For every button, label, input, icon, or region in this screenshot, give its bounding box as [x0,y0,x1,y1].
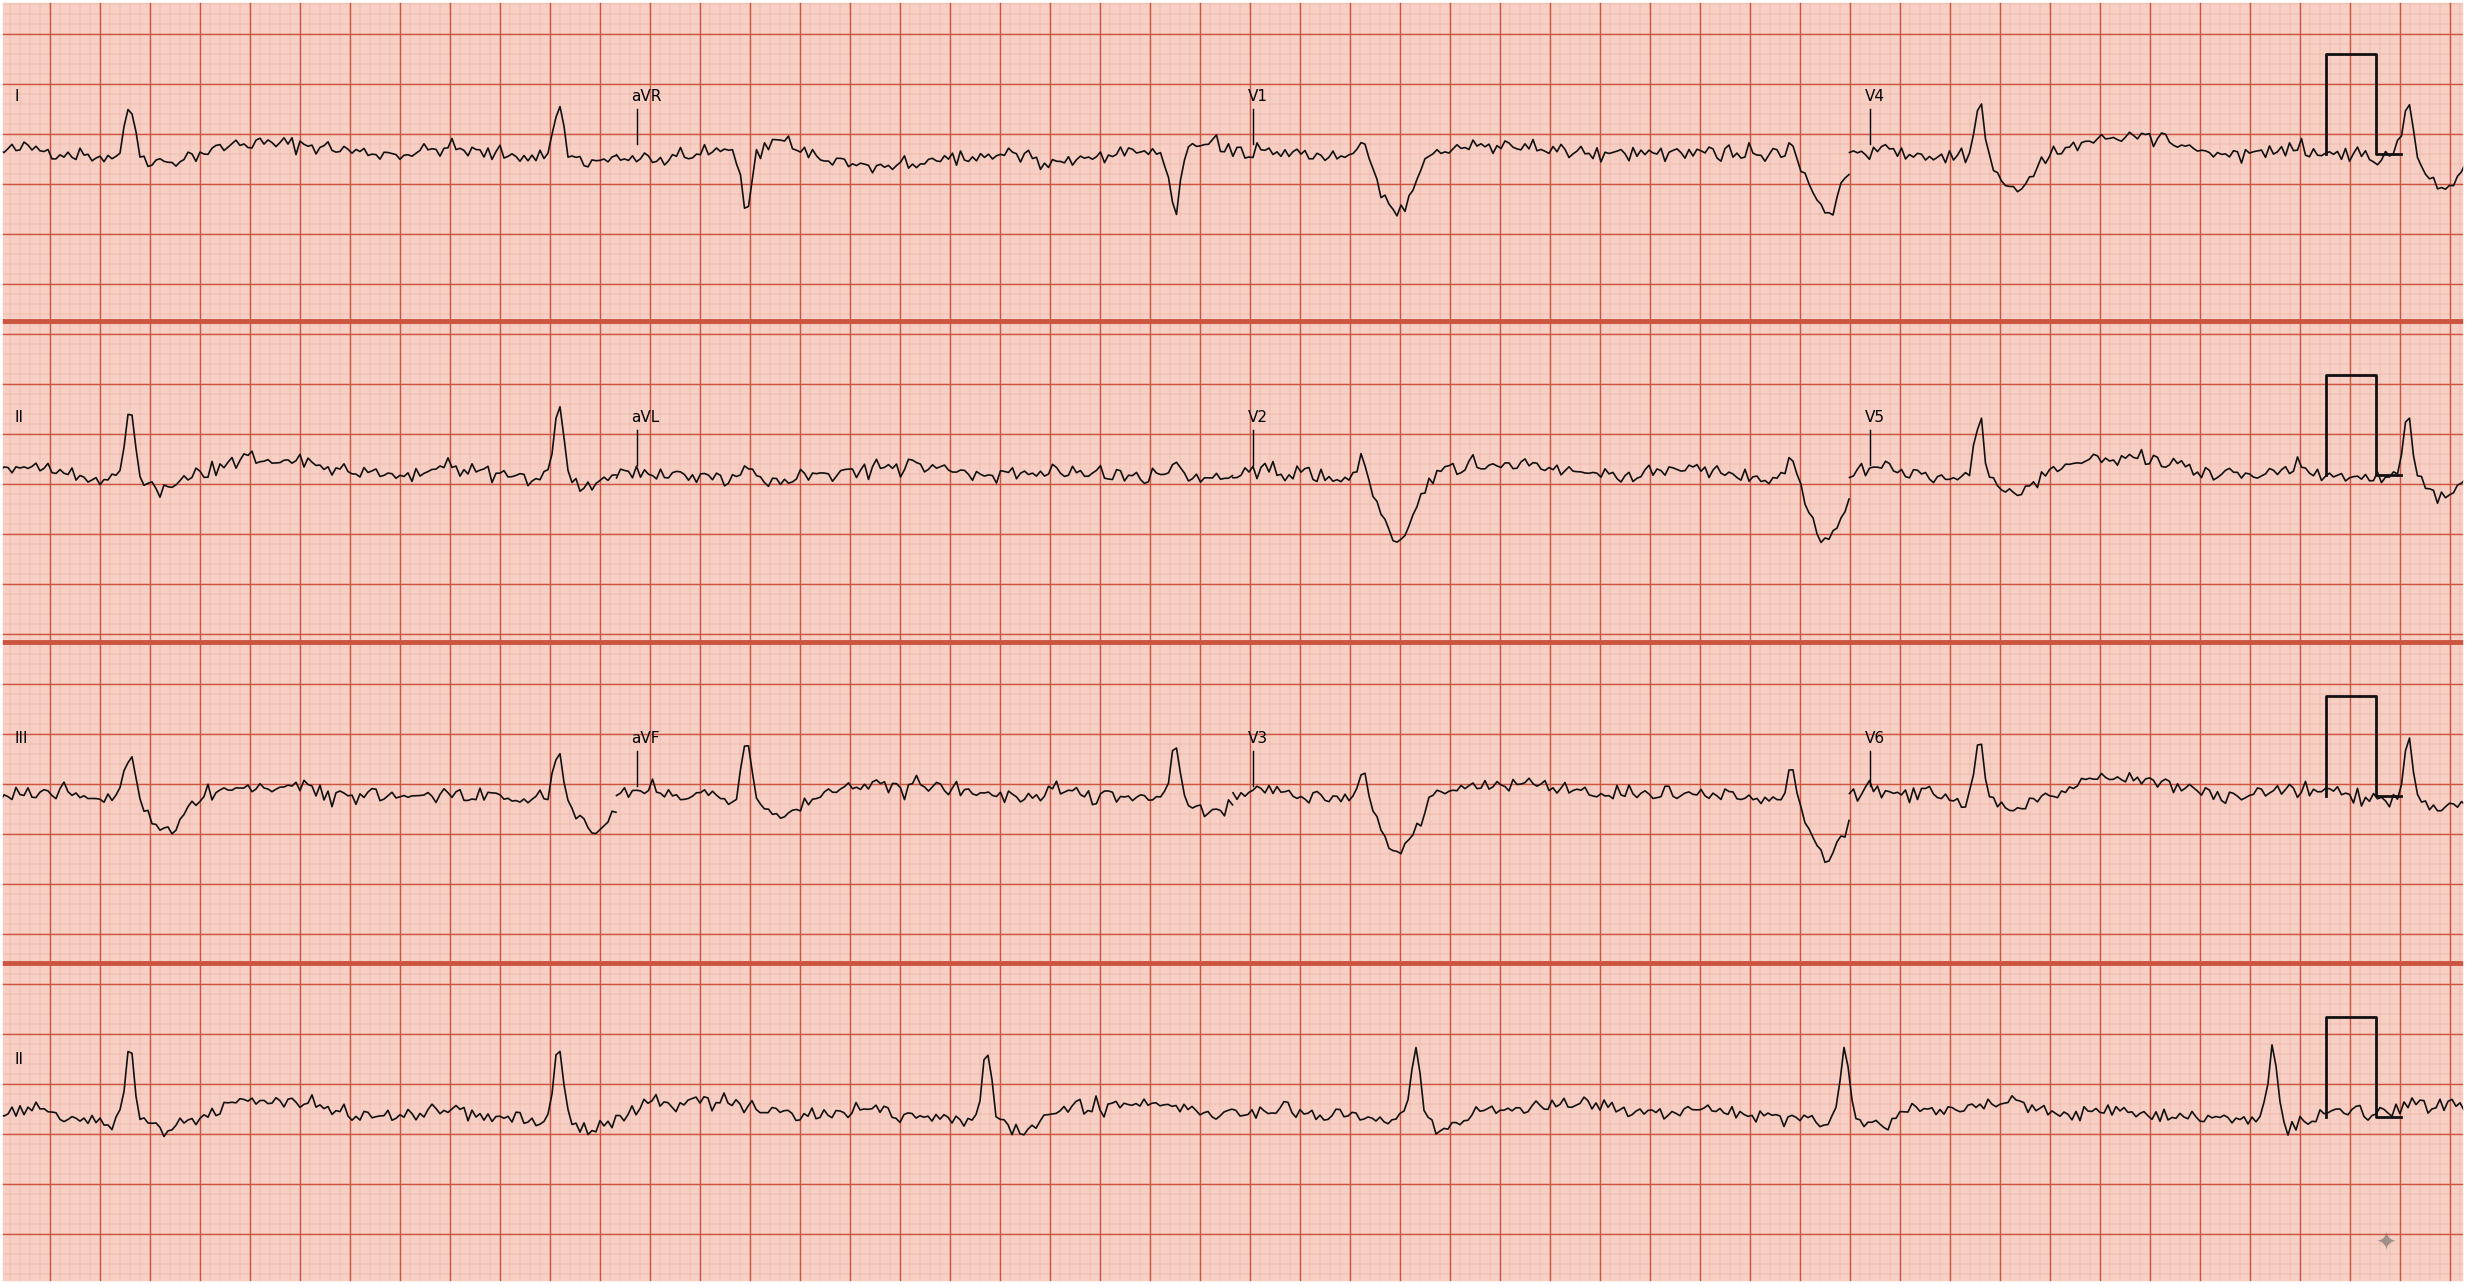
Text: aVL: aVL [631,410,661,425]
Text: V2: V2 [1248,410,1268,425]
Text: II: II [15,410,25,425]
Text: V3: V3 [1248,731,1268,746]
Text: ✦: ✦ [2375,1233,2397,1256]
Text: III: III [15,731,30,746]
Text: aVR: aVR [631,89,661,104]
Text: V1: V1 [1248,89,1268,104]
Text: V6: V6 [1864,731,1884,746]
Text: aVF: aVF [631,731,661,746]
Text: V4: V4 [1864,89,1884,104]
Text: I: I [15,89,20,104]
Text: II: II [15,1052,25,1067]
Text: V5: V5 [1864,410,1884,425]
